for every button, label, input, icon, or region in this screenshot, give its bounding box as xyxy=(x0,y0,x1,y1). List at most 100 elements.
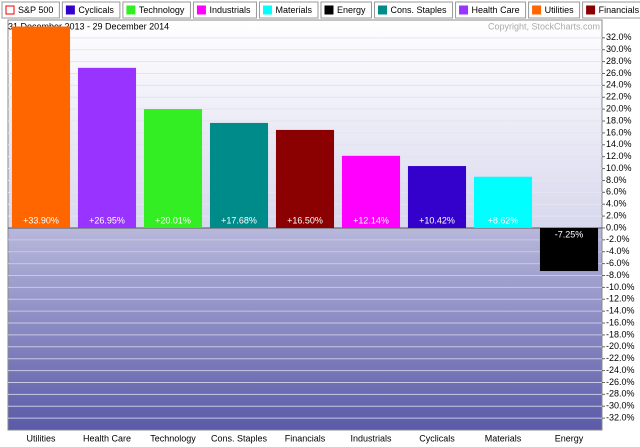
legend-box xyxy=(1,1,60,19)
y-tick-label: -28.0% xyxy=(606,389,635,399)
bar xyxy=(341,155,401,228)
bar xyxy=(539,227,599,272)
y-tick-label: 12.0% xyxy=(606,151,632,161)
legend-item[interactable]: Cyclicals xyxy=(61,1,121,19)
legend-item[interactable]: Energy xyxy=(320,1,373,19)
value-label: +17.68% xyxy=(221,215,257,225)
value-label: +12.14% xyxy=(353,215,389,225)
legend-swatch xyxy=(586,5,596,15)
y-tick-label: 2.0% xyxy=(606,210,627,220)
y-tick-label: -12.0% xyxy=(606,294,635,304)
y-tick-label: 28.0% xyxy=(606,56,632,66)
legend-box xyxy=(528,1,581,19)
y-tick-label: -24.0% xyxy=(606,365,635,375)
y-tick-label: 14.0% xyxy=(606,139,632,149)
legend-item[interactable]: S&P 500 xyxy=(1,1,60,19)
legend-box xyxy=(192,1,257,19)
y-tick-label: -16.0% xyxy=(606,317,635,327)
legend-label: Health Care xyxy=(472,5,520,15)
value-label: +8.62% xyxy=(488,215,519,225)
x-tick-label: Utilities xyxy=(26,433,56,443)
legend-label: Industrials xyxy=(209,5,251,15)
legend-swatch xyxy=(262,5,272,15)
legend-item[interactable]: Materials xyxy=(258,1,319,19)
legend-swatch xyxy=(532,5,542,15)
legend-swatch xyxy=(196,5,206,15)
value-label: +10.42% xyxy=(419,215,455,225)
y-tick-label: 4.0% xyxy=(606,199,627,209)
y-tick-label: -10.0% xyxy=(606,282,635,292)
legend-item[interactable]: Health Care xyxy=(455,1,527,19)
x-tick-label: Cons. Staples xyxy=(211,433,268,443)
legend-box xyxy=(258,1,319,19)
bar xyxy=(407,166,467,228)
y-tick-label: -20.0% xyxy=(606,341,635,351)
x-tick-label: Cyclicals xyxy=(419,433,455,443)
y-tick-label: 6.0% xyxy=(606,187,627,197)
bar xyxy=(209,122,269,228)
copyright: Copyright, StockCharts.com xyxy=(488,21,600,31)
x-tick-label: Materials xyxy=(485,433,522,443)
x-tick-label: Industrials xyxy=(350,433,392,443)
legend-label: S&P 500 xyxy=(18,5,53,15)
legend-box xyxy=(122,1,191,19)
value-label: +16.50% xyxy=(287,215,323,225)
y-tick-label: 24.0% xyxy=(606,80,632,90)
legend-box xyxy=(374,1,454,19)
legend-swatch xyxy=(459,5,469,15)
y-tick-label: -18.0% xyxy=(606,329,635,339)
legend-box xyxy=(455,1,527,19)
y-tick-label: 18.0% xyxy=(606,115,632,125)
value-label: +20.01% xyxy=(155,215,191,225)
legend-swatch xyxy=(324,5,334,15)
y-tick-label: -14.0% xyxy=(606,306,635,316)
y-tick-label: 16.0% xyxy=(606,127,632,137)
y-tick-label: -30.0% xyxy=(606,401,635,411)
y-tick-label: 8.0% xyxy=(606,175,627,185)
y-tick-label: -4.0% xyxy=(606,246,630,256)
subtitle: 31 December 2013 - 29 December 2014 xyxy=(8,21,169,31)
y-tick-label: 30.0% xyxy=(606,44,632,54)
legend-label: Cyclicals xyxy=(78,5,114,15)
y-tick-label: -26.0% xyxy=(606,377,635,387)
legend-label: Materials xyxy=(275,5,312,15)
value-label: +33.90% xyxy=(23,215,59,225)
y-tick-label: -6.0% xyxy=(606,258,630,268)
y-tick-label: 32.0% xyxy=(606,32,632,42)
bar xyxy=(275,129,335,228)
value-label: -7.25% xyxy=(555,229,584,239)
y-tick-label: 22.0% xyxy=(606,92,632,102)
x-tick-label: Financials xyxy=(285,433,326,443)
x-tick-label: Health Care xyxy=(83,433,131,443)
legend-label: Cons. Staples xyxy=(391,5,448,15)
legend-label: Financials xyxy=(599,5,640,15)
y-tick-label: -2.0% xyxy=(606,234,630,244)
legend-label: Technology xyxy=(139,5,185,15)
plot-background xyxy=(8,227,602,430)
legend-label: Utilities xyxy=(545,5,575,15)
bar xyxy=(11,26,71,228)
y-tick-label: 20.0% xyxy=(606,104,632,114)
legend-item[interactable]: Financials xyxy=(582,1,640,19)
legend-box xyxy=(320,1,373,19)
legend-item[interactable]: Cons. Staples xyxy=(374,1,454,19)
value-label: +26.95% xyxy=(89,215,125,225)
y-tick-label: 0.0% xyxy=(606,222,627,232)
y-tick-label: 26.0% xyxy=(606,68,632,78)
bar xyxy=(143,109,203,228)
legend-swatch xyxy=(65,5,75,15)
legend-box xyxy=(61,1,121,19)
legend-item[interactable]: Industrials xyxy=(192,1,257,19)
y-tick-label: -22.0% xyxy=(606,353,635,363)
bar xyxy=(77,67,137,228)
legend-swatch xyxy=(5,5,15,15)
bar xyxy=(473,176,533,228)
x-tick-label: Technology xyxy=(150,433,196,443)
legend-item[interactable]: Utilities xyxy=(528,1,581,19)
y-tick-label: 10.0% xyxy=(606,163,632,173)
x-tick-label: Energy xyxy=(555,433,584,443)
y-tick-label: -32.0% xyxy=(606,412,635,422)
legend-item[interactable]: Technology xyxy=(122,1,191,19)
legend-swatch xyxy=(126,5,136,15)
